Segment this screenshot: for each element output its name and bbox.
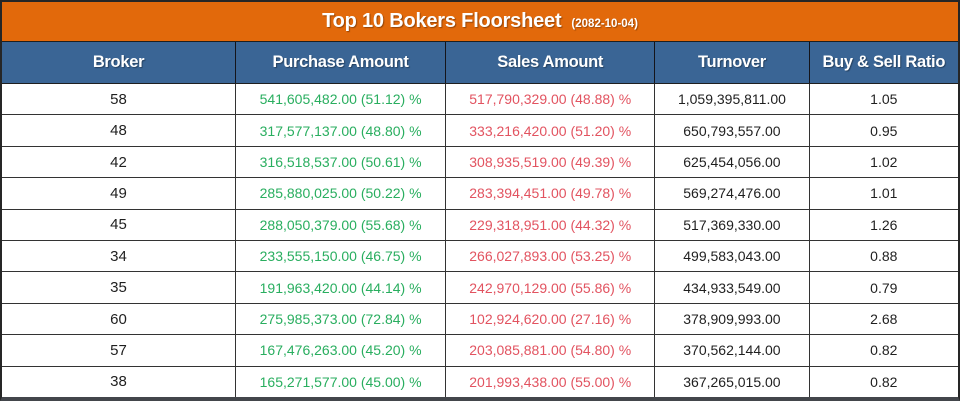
turnover-cell: 1,059,395,811.00	[655, 84, 810, 115]
purchase-amount-cell: 541,605,482.00 (51.12) %	[236, 84, 447, 115]
buy-sell-ratio-cell: 0.82	[870, 342, 898, 359]
table-row: 35 191,963,420.00 (44.14) % 242,970,129.…	[2, 272, 958, 304]
column-header-sales: Sales Amount	[446, 42, 656, 83]
sales-amount-cell: 308,935,519.00 (49.39) %	[446, 146, 656, 178]
broker-cell: 38	[2, 366, 237, 398]
buy-sell-ratio-cell: 0.88	[870, 248, 898, 265]
table-row: 58 541,605,482.00 (51.12) % 517,790,329.…	[2, 84, 958, 116]
broker-cell: 48	[2, 115, 237, 146]
turnover-cell: 517,369,330.00	[655, 209, 810, 241]
page-title: Top 10 Bokers Floorsheet	[322, 10, 562, 32]
sales-amount-cell: 102,924,620.00 (27.16) %	[446, 303, 656, 335]
column-header-turnover: Turnover	[655, 42, 810, 83]
turnover-cell: 378,909,993.00	[655, 303, 810, 335]
buy-sell-ratio-cell: 0.79	[870, 279, 898, 296]
title-date: (2082-10-04)	[571, 17, 638, 30]
column-header-purchase: Purchase Amount	[236, 42, 447, 83]
table-row: 60 275,985,373.00 (72.84) % 102,924,620.…	[2, 303, 958, 336]
column-header-ratio: Buy & Sell Ratio	[822, 53, 946, 71]
broker-cell: 35	[2, 272, 237, 303]
table-row: 49 285,880,025.00 (50.22) % 283,394,451.…	[2, 178, 958, 210]
purchase-amount-cell: 316,518,537.00 (50.61) %	[236, 146, 447, 178]
turnover-cell: 499,583,043.00	[655, 241, 810, 272]
broker-cell: 58	[2, 84, 237, 115]
turnover-cell: 370,562,144.00	[655, 335, 810, 366]
sales-amount-cell: 242,970,129.00 (55.86) %	[446, 272, 656, 303]
column-header-broker: Broker	[2, 42, 237, 83]
purchase-amount-cell: 167,476,263.00 (45.20) %	[236, 335, 447, 366]
sales-amount-cell: 517,790,329.00 (48.88) %	[446, 84, 656, 115]
buy-sell-ratio-cell: 1.26	[870, 216, 898, 233]
title-banner: Top 10 Bokers Floorsheet (2082-10-04)	[2, 2, 958, 42]
turnover-cell: 650,793,557.00	[655, 115, 810, 146]
table-header-row: Broker Purchase Amount Sales Amount Turn…	[2, 42, 958, 84]
sales-amount-cell: 201,993,438.00 (55.00) %	[446, 366, 656, 398]
table-row: 38 165,271,577.00 (45.00) % 201,993,438.…	[2, 366, 958, 398]
buy-sell-ratio-cell: 0.82	[870, 373, 898, 390]
table-row: 45 288,050,379.00 (55.68) % 229,318,951.…	[2, 209, 958, 242]
broker-cell: 45	[2, 209, 237, 241]
turnover-cell: 434,933,549.00	[655, 272, 810, 303]
buy-sell-ratio-cell: 1.05	[870, 91, 898, 108]
sales-amount-cell: 333,216,420.00 (51.20) %	[446, 115, 656, 146]
broker-cell: 42	[2, 146, 237, 178]
purchase-amount-cell: 288,050,379.00 (55.68) %	[236, 209, 447, 241]
table-body: 58 541,605,482.00 (51.12) % 517,790,329.…	[2, 84, 958, 398]
sales-amount-cell: 266,027,893.00 (53.25) %	[446, 241, 656, 272]
table-row: 57 167,476,263.00 (45.20) % 203,085,881.…	[2, 335, 958, 367]
broker-cell: 60	[2, 303, 237, 335]
sales-amount-cell: 203,085,881.00 (54.80) %	[446, 335, 656, 366]
table-row: 48 317,577,137.00 (48.80) % 333,216,420.…	[2, 115, 958, 147]
buy-sell-ratio-cell: 2.68	[870, 311, 898, 328]
broker-cell: 49	[2, 178, 237, 209]
purchase-amount-cell: 285,880,025.00 (50.22) %	[236, 178, 447, 209]
buy-sell-ratio-cell: 0.95	[870, 122, 898, 139]
broker-cell: 57	[2, 335, 237, 366]
purchase-amount-cell: 165,271,577.00 (45.00) %	[236, 366, 447, 398]
purchase-amount-cell: 275,985,373.00 (72.84) %	[236, 303, 447, 335]
turnover-cell: 625,454,056.00	[655, 146, 810, 178]
turnover-cell: 569,274,476.00	[655, 178, 810, 209]
table-row: 42 316,518,537.00 (50.61) % 308,935,519.…	[2, 146, 958, 179]
purchase-amount-cell: 317,577,137.00 (48.80) %	[236, 115, 447, 146]
broker-cell: 34	[2, 241, 237, 272]
turnover-cell: 367,265,015.00	[655, 366, 810, 398]
buy-sell-ratio-cell: 1.02	[870, 154, 898, 171]
sales-amount-cell: 229,318,951.00 (44.32) %	[446, 209, 656, 241]
sales-amount-cell: 283,394,451.00 (49.78) %	[446, 178, 656, 209]
table-row: 34 233,555,150.00 (46.75) % 266,027,893.…	[2, 241, 958, 273]
buy-sell-ratio-cell: 1.01	[870, 185, 898, 202]
purchase-amount-cell: 191,963,420.00 (44.14) %	[236, 272, 447, 303]
purchase-amount-cell: 233,555,150.00 (46.75) %	[236, 241, 447, 272]
